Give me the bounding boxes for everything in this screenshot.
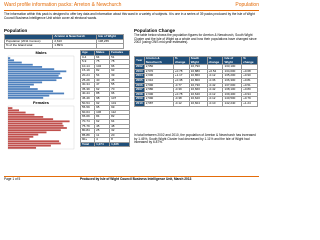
cell: 142,240 — [222, 100, 243, 107]
chart-title: Males — [35, 50, 47, 55]
header-title: Ward profile information packs: Arreton … — [4, 2, 122, 8]
bar — [8, 61, 22, 64]
bar — [8, 120, 70, 123]
change-table: Year Arreton & Newchurch% change South Wig… — [134, 55, 258, 107]
cell: 16,604 — [188, 100, 208, 107]
bar — [8, 70, 67, 73]
table-row: 2005 2,610 +0.38 16,800 -0.36 136,300 +0.81 — [134, 78, 258, 84]
summary: In total between 2002 and 2010, the popu… — [134, 133, 256, 145]
column-header: % change — [172, 55, 190, 66]
table-row: Year Arreton & Newchurch% change South Wig… — [134, 55, 258, 66]
bar — [8, 140, 60, 143]
bar — [8, 144, 51, 147]
bar — [8, 133, 39, 136]
bar — [8, 131, 47, 134]
bar — [8, 142, 61, 145]
bar — [8, 77, 62, 79]
table-row: 20-24 54 39 — [79, 73, 130, 79]
bar — [8, 146, 37, 149]
bar — [8, 118, 54, 121]
total-cell: 1,336 — [109, 141, 130, 148]
rule — [4, 176, 259, 177]
population-table: Arreton & Newchurch Isle of Wight Populati… — [3, 34, 124, 49]
cell: 2010 — [134, 100, 145, 107]
change-text: The table below shows the population fig… — [134, 33, 257, 45]
bar — [8, 127, 67, 129]
column-header: South Wight — [188, 55, 208, 66]
table-row: 70-74 62 64 — [79, 118, 130, 125]
cell — [96, 43, 124, 49]
table-row: Total 1,274 1,336 — [79, 141, 130, 148]
cell: % of the Island total — [3, 43, 54, 49]
total-cell: Total — [79, 141, 96, 148]
bar — [8, 85, 30, 88]
header-section: Population — [235, 2, 259, 8]
table-row: 2010 2,587 -0.12 16,604 -0.10 142,240 +1.24 — [134, 100, 258, 107]
intro: The information within this pack is desi… — [4, 12, 255, 20]
credit: Produced by Isle of Wight Council Busine… — [80, 177, 192, 181]
bar — [8, 72, 61, 75]
bar — [8, 122, 63, 125]
bar — [8, 111, 26, 114]
rule — [4, 10, 259, 11]
bar — [8, 113, 35, 116]
cell: +1.24 — [241, 100, 258, 107]
bar — [8, 116, 44, 118]
bar — [8, 81, 43, 84]
table-row: % of the Island total 1.89% — [3, 43, 124, 49]
charts: Males Females — [7, 50, 75, 150]
column-header: Arreton & Newchurch — [143, 55, 174, 66]
bar — [8, 129, 61, 132]
bar — [8, 83, 34, 86]
table-row: 2009 2,590 -0.38 16,620 -0.12 140,500 +0.79 — [134, 96, 258, 102]
table-row: 2007 2,580 -0.39 16,660 -0.42 138,100 +0.80 — [134, 87, 258, 93]
page: Ward profile information packs: Arreton … — [3, 2, 259, 181]
heading: Population Change — [134, 28, 175, 33]
cell: -0.12 — [172, 100, 190, 107]
bar — [8, 79, 57, 82]
bar — [8, 138, 30, 140]
bar — [8, 90, 54, 93]
bar — [8, 109, 19, 112]
bar — [8, 94, 50, 97]
bar — [8, 135, 34, 138]
heading: Population — [4, 28, 28, 33]
bar — [8, 68, 55, 71]
bar — [8, 63, 33, 66]
column-header: % change — [241, 55, 258, 66]
bar — [8, 66, 43, 68]
cell: 1.89% — [52, 43, 98, 49]
bar — [8, 96, 44, 99]
age-table: Age Males Females 0-4 64 51 5-9 75 78 10-14 102 96 1… — [79, 50, 130, 148]
column-header: % change — [206, 55, 224, 66]
cell: -0.10 — [206, 100, 224, 107]
cell: 2,587 — [143, 100, 174, 107]
chart-title: Females — [33, 100, 50, 105]
bar — [8, 74, 59, 77]
bar — [8, 92, 65, 95]
bar — [8, 107, 13, 109]
bar — [8, 124, 64, 127]
bar — [8, 59, 15, 62]
bar — [8, 57, 11, 59]
bar — [8, 88, 38, 90]
total-cell: 1,274 — [94, 141, 111, 148]
page-number: Page 1 of 5 — [4, 177, 21, 181]
